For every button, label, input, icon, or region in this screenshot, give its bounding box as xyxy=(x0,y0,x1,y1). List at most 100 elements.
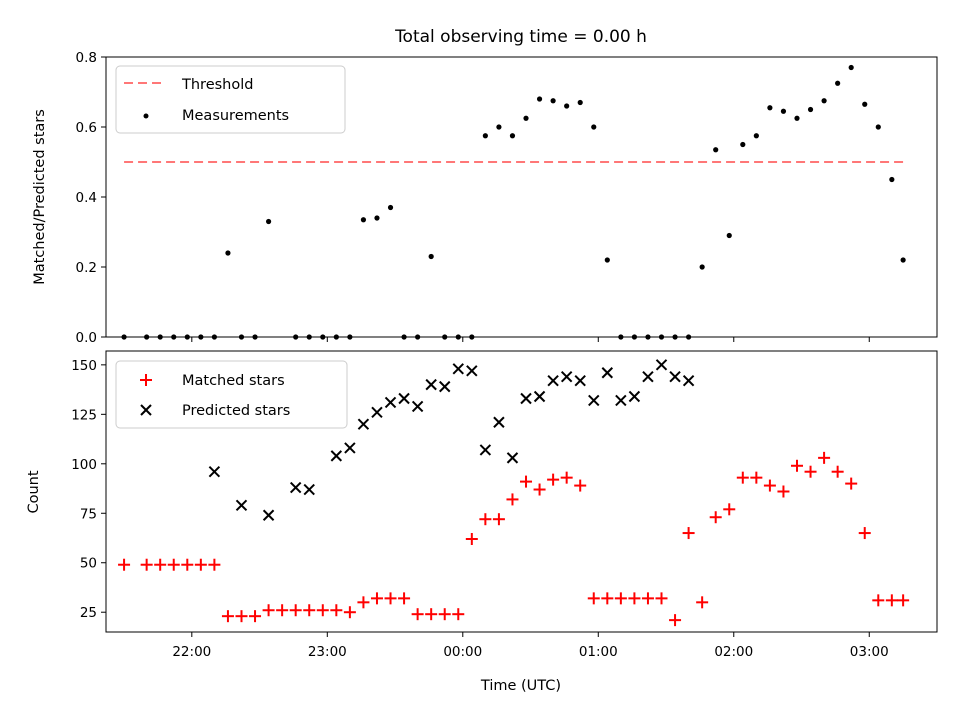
matched-stars-point xyxy=(276,604,289,617)
measurement-point xyxy=(862,101,868,107)
measurements-legend-label: Measurements xyxy=(182,108,289,124)
measurement-point xyxy=(900,257,906,263)
predicted-stars-point xyxy=(506,452,519,464)
measurement-point xyxy=(686,334,692,340)
measurements-legend-swatch xyxy=(143,113,149,119)
top-y-tick-label: 0.4 xyxy=(76,190,97,206)
bottom-panel: 25 50 75 100 125 150 22:00 23:00 00:00 01:00 02:0… xyxy=(26,350,938,694)
measurement-point xyxy=(509,133,516,139)
predicted-stars-legend-label: Predicted stars xyxy=(182,403,290,419)
measurement-point xyxy=(767,105,773,111)
matched-stars-point xyxy=(235,610,248,623)
matched-stars-point xyxy=(181,558,194,571)
top-x-axis xyxy=(191,337,870,342)
measurement-point xyxy=(225,250,231,256)
matched-stars-legend-label: Matched stars xyxy=(182,373,285,389)
threshold-legend-label: Threshold xyxy=(181,77,253,93)
predicted-stars-point xyxy=(344,442,356,454)
bottom-y-tick-label: 125 xyxy=(71,407,97,423)
x-tick-label: 23:00 xyxy=(308,644,347,660)
predicted-stars-point xyxy=(574,374,586,387)
measurement-point xyxy=(875,124,881,130)
top-y-axis: 0.0 0.2 0.4 0.6 0.8 xyxy=(76,50,106,346)
predicted-stars-point xyxy=(669,371,681,383)
measurement-point xyxy=(780,108,787,114)
predicted-stars-point xyxy=(493,416,505,428)
predicted-stars-point xyxy=(371,406,383,419)
measurement-point xyxy=(699,264,705,270)
predicted-stars-point xyxy=(425,378,437,391)
bottom-y-tick-label: 150 xyxy=(71,358,97,374)
measurement-point xyxy=(306,334,312,340)
measurement-point xyxy=(618,334,624,340)
predicted-stars-point xyxy=(235,499,248,512)
measurement-point xyxy=(835,80,841,86)
measurement-point xyxy=(211,334,217,340)
measurement-point xyxy=(713,147,719,153)
predicted-stars-point xyxy=(384,396,397,409)
measurement-point xyxy=(536,96,543,102)
measurement-point xyxy=(171,334,177,340)
predicted-stars-point xyxy=(547,374,559,387)
x-tick-label: 01:00 xyxy=(579,644,618,660)
measurement-point xyxy=(121,334,127,340)
measurement-point xyxy=(604,257,610,263)
measurement-point xyxy=(631,334,638,340)
measurement-point xyxy=(794,115,800,121)
measurement-point xyxy=(672,334,678,340)
matched-stars-point xyxy=(140,558,153,571)
measurement-point xyxy=(198,334,204,340)
top-panel: 0.00.20.40.60.8 Matched/Predicted stars … xyxy=(32,50,938,346)
matched-stars-point xyxy=(384,592,397,605)
x-tick-label: 22:00 xyxy=(172,644,211,660)
matched-stars-point xyxy=(736,471,749,484)
measurement-point xyxy=(293,334,299,340)
predicted-stars-point xyxy=(588,394,600,407)
matched-stars-point xyxy=(520,475,533,488)
x-tick-label: 00:00 xyxy=(443,644,482,660)
x-tick-label: 03:00 xyxy=(850,644,889,660)
matched-stars-point xyxy=(492,513,505,526)
bottom-legend: Matched stars Predicted stars xyxy=(115,360,348,429)
matched-stars-series xyxy=(118,451,910,627)
measurement-point xyxy=(428,253,434,260)
measurement-point xyxy=(238,334,245,340)
matched-stars-point xyxy=(533,483,546,496)
matched-stars-point xyxy=(262,604,275,617)
matched-stars-point xyxy=(398,592,411,605)
measurement-point xyxy=(889,176,895,183)
predicted-stars-point xyxy=(303,483,315,496)
measurement-point xyxy=(157,334,163,340)
measurement-point xyxy=(577,99,583,106)
matched-stars-point xyxy=(763,479,776,492)
matched-stars-legend-swatch xyxy=(140,374,152,386)
matched-stars-point xyxy=(221,610,234,623)
bottom-legend-box xyxy=(115,360,348,429)
matched-stars-point xyxy=(641,592,654,605)
matched-stars-point xyxy=(479,513,492,526)
bottom-y-tick-label: 75 xyxy=(80,506,97,522)
predicted-stars-point xyxy=(682,374,695,387)
predicted-stars-point xyxy=(289,481,302,494)
x-tick-label: 02:00 xyxy=(714,644,753,660)
matched-stars-point xyxy=(411,608,424,621)
matched-stars-point xyxy=(601,592,614,605)
bottom-y-tick-label: 100 xyxy=(71,457,97,473)
matched-stars-point xyxy=(790,459,803,472)
matched-stars-point xyxy=(777,485,790,498)
matched-stars-point xyxy=(614,592,627,605)
bottom-y-tick-label: 50 xyxy=(80,556,97,572)
predicted-stars-series xyxy=(208,359,695,521)
matched-stars-point xyxy=(370,592,383,605)
predicted-stars-point xyxy=(628,390,641,403)
measurement-point xyxy=(807,106,814,113)
measurement-point xyxy=(455,334,461,340)
matched-stars-point xyxy=(897,594,910,607)
bottom-y-tick-label: 25 xyxy=(80,605,97,621)
measurement-point xyxy=(265,218,272,225)
matched-stars-point xyxy=(845,477,858,490)
matched-stars-point xyxy=(343,606,356,619)
predicted-stars-point xyxy=(479,444,492,456)
matched-stars-point xyxy=(804,465,817,478)
